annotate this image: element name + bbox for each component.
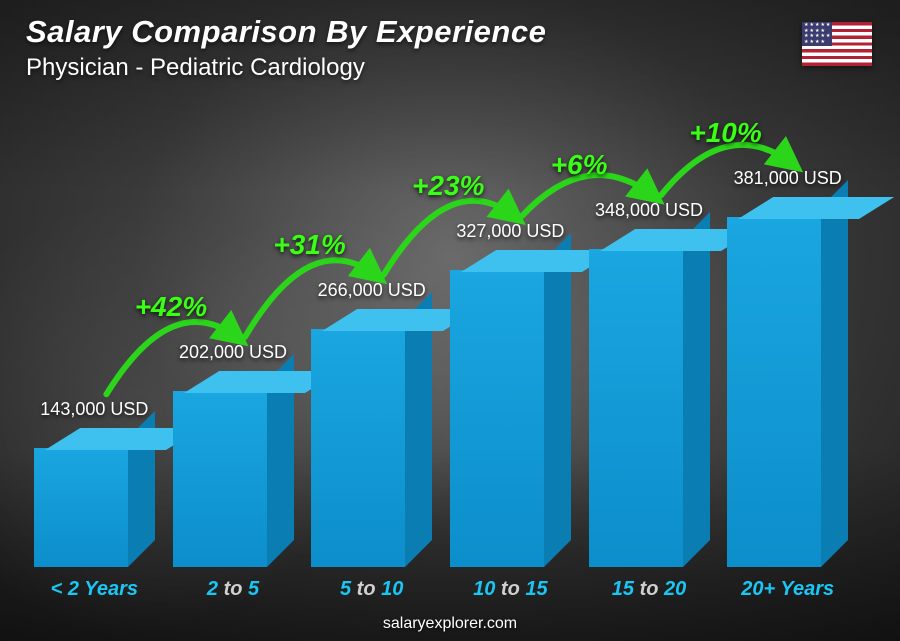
bar-value-label: 348,000 USD [595, 200, 703, 221]
page-subtitle: Physician - Pediatric Cardiology [26, 54, 365, 82]
bar [727, 197, 848, 567]
x-axis-category: 2 to 5 [173, 578, 294, 601]
flag-canton [802, 22, 832, 46]
x-axis-category: 5 to 10 [311, 578, 432, 601]
salary-chart: 143,000 USD 202,000 USD 266,000 USD 327,000… [30, 100, 852, 601]
increment-percent: +31% [273, 229, 345, 261]
bar-side-face [405, 292, 432, 567]
bar-value-label: 202,000 USD [179, 342, 287, 363]
bar-column: 381,000 USD [727, 168, 848, 567]
infographic-container: Salary Comparison By Experience Physicia… [0, 0, 900, 641]
bar-column: 266,000 USD [311, 280, 432, 567]
bar-front-face [173, 391, 267, 567]
bar-front-face [450, 270, 544, 567]
bar-side-face [821, 180, 848, 567]
bar-front-face [34, 448, 128, 567]
increment-percent: +23% [412, 170, 484, 202]
page-title: Salary Comparison By Experience [26, 14, 546, 50]
bar-side-face [683, 212, 710, 567]
increment-percent: +6% [551, 149, 608, 181]
bar-value-label: 327,000 USD [456, 221, 564, 242]
x-axis-category: < 2 Years [34, 578, 155, 601]
increment-percent: +42% [135, 291, 207, 323]
bar [311, 309, 432, 567]
attribution-text: salaryexplorer.com [383, 615, 517, 633]
bar [589, 229, 710, 567]
bar-front-face [589, 249, 683, 567]
x-axis-labels: < 2 Years 2 to 5 5 to 10 10 to 15 15 to 20 20… [30, 578, 852, 601]
bar-side-face [544, 233, 571, 567]
bar-column: 202,000 USD [173, 342, 294, 567]
x-axis-category: 20+ Years [727, 578, 848, 601]
bar [173, 371, 294, 567]
bar-top-face [738, 197, 894, 219]
increment-percent: +10% [689, 117, 761, 149]
bar [450, 250, 571, 567]
country-flag-us [802, 22, 872, 66]
bar-column: 348,000 USD [589, 200, 710, 567]
x-axis-category: 10 to 15 [450, 578, 571, 601]
bar-value-label: 266,000 USD [318, 280, 426, 301]
bar-column: 143,000 USD [34, 399, 155, 567]
bar-value-label: 143,000 USD [40, 399, 148, 420]
bar-column: 327,000 USD [450, 221, 571, 567]
bar [34, 428, 155, 567]
bar-value-label: 381,000 USD [734, 168, 842, 189]
bar-front-face [311, 329, 405, 567]
x-axis-category: 15 to 20 [589, 578, 710, 601]
bar-front-face [727, 217, 821, 567]
